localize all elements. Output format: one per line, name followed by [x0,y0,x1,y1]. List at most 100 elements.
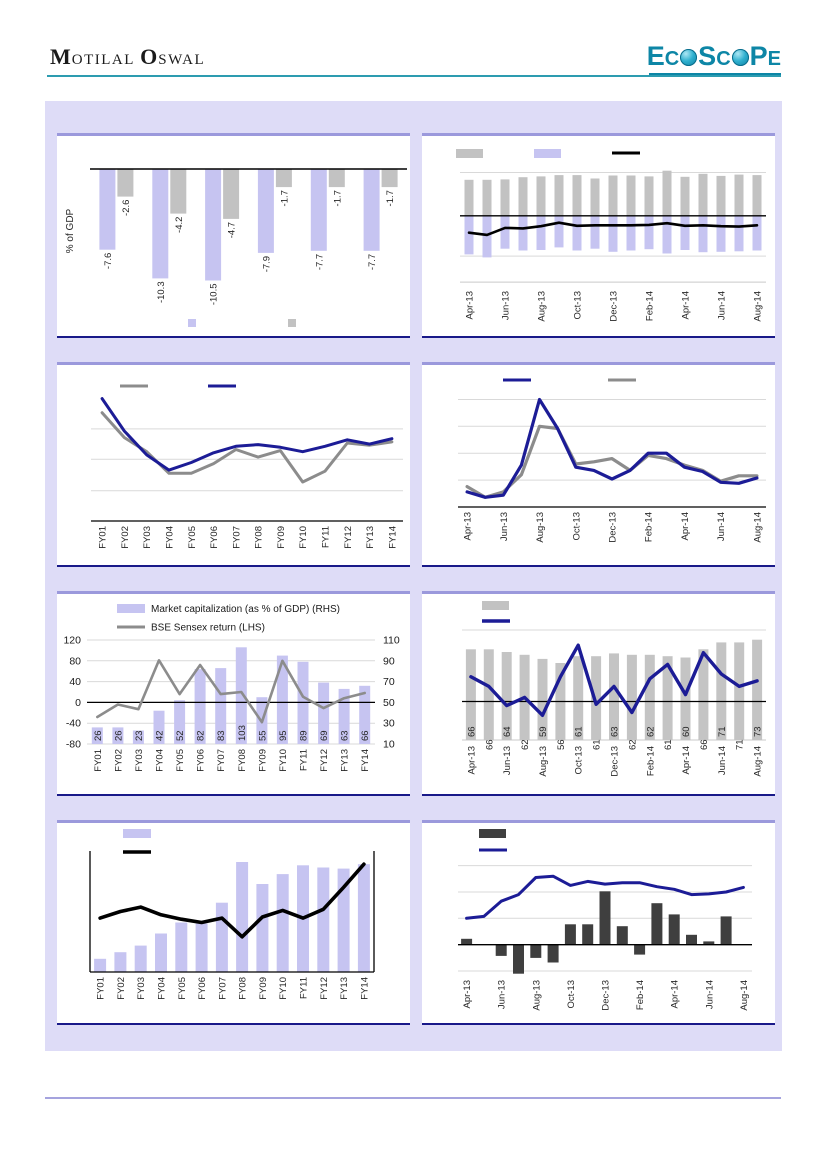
chart-monthly-dark-bars-line: Apr-13 Jun-13 Aug-13 Oct-13 Dec-13 Feb-14 Apr-… [422,820,775,1025]
svg-text:FY10: FY10 [298,526,309,549]
svg-text:FY13: FY13 [340,749,351,772]
svg-text:FY10: FY10 [278,749,289,772]
svg-text:Jun-13: Jun-13 [501,291,512,320]
brand-wordmark: MOTILAL OSWAL [50,44,206,69]
svg-text:71: 71 [735,739,746,750]
svg-text:FY09: FY09 [276,526,287,549]
svg-text:-2.6: -2.6 [121,200,132,216]
chart-monthly-bars-line-svg: Apr-13 Jun-13 Aug-13 Oct-13 Dec-13 Feb-14 Apr-… [456,149,766,322]
svg-text:FY11: FY11 [299,977,310,999]
svg-text:Oct-13: Oct-13 [566,980,577,1009]
svg-text:61: 61 [592,739,603,750]
svg-text:FY06: FY06 [196,749,207,772]
svg-text:-40: -40 [66,718,81,730]
chart-monthly-dark-bars-line-svg: Apr-13 Jun-13 Aug-13 Oct-13 Dec-13 Feb-14 Apr-… [458,829,752,1011]
svg-text:Aug-13: Aug-13 [537,291,548,322]
svg-text:-1.7: -1.7 [332,190,343,206]
svg-text:FY04: FY04 [155,749,166,772]
svg-text:Feb-14: Feb-14 [635,980,646,1010]
svg-text:Aug-13: Aug-13 [535,512,546,543]
svg-text:Oct-13: Oct-13 [571,512,582,541]
chart-fy-two-lines-svg: FY01 FY02 FY03 FY04 FY05 FY06 FY07 FY08 FY09 FY10… [91,384,403,549]
svg-text:Dec-13: Dec-13 [608,512,619,543]
chart-fy-bars-black-line-svg: FY01 FY02 FY03 FY04 FY05 FY06 FY07 FY08 FY09 FY10… [89,829,375,1000]
svg-text:Apr-13: Apr-13 [466,746,477,775]
svg-text:FY12: FY12 [343,526,354,549]
svg-text:Aug-14: Aug-14 [752,512,763,543]
svg-text:70: 70 [383,676,395,688]
svg-text:Apr-14: Apr-14 [670,980,681,1009]
svg-text:FY01: FY01 [98,526,109,549]
svg-text:Apr-14: Apr-14 [681,746,692,775]
svg-text:Jun-14: Jun-14 [717,291,728,320]
svg-text:FY05: FY05 [175,749,186,772]
svg-text:55: 55 [257,730,268,741]
svg-text:FY01: FY01 [96,977,107,1000]
svg-text:-7.7: -7.7 [314,254,325,270]
svg-text:Market capitalization (as % of: Market capitalization (as % of GDP) (RHS… [151,604,340,615]
brand-initial: M [50,44,72,69]
svg-text:FY13: FY13 [365,526,376,549]
logo-underline [649,73,781,76]
svg-text:-4.2: -4.2 [174,217,185,233]
svg-text:Dec-13: Dec-13 [610,746,621,777]
svg-text:FY03: FY03 [134,749,145,772]
svg-text:FY03: FY03 [136,977,147,1000]
chart-row-2: FY01 FY02 FY03 FY04 FY05 FY06 FY07 FY08 FY09 FY10… [57,362,775,567]
svg-text:FY14: FY14 [387,526,398,549]
svg-text:83: 83 [216,730,227,741]
svg-text:FY08: FY08 [237,749,248,772]
svg-text:FY06: FY06 [209,526,220,549]
svg-text:FY12: FY12 [319,749,330,772]
logo-text-part: PE [749,40,781,71]
svg-text:Apr-14: Apr-14 [680,512,691,541]
svg-text:Jun-14: Jun-14 [717,746,728,775]
svg-text:71: 71 [717,726,728,737]
chart-monthly-two-lines: Apr-13 Jun-13 Aug-13 Oct-13 Dec-13 Feb-14 Apr-… [422,362,775,567]
svg-text:Jun-13: Jun-13 [499,512,510,541]
svg-text:FY01: FY01 [93,749,104,772]
svg-text:61: 61 [663,739,674,750]
svg-text:62: 62 [627,739,638,750]
chart-market-cap-sensex-svg: 26 26 23 42 52 82 83 103 55 95 89 69 63 66 FY01 FY02 FY0… [63,604,400,772]
svg-text:Aug-14: Aug-14 [753,291,764,322]
svg-text:110: 110 [383,635,400,647]
brand-initial: O [140,44,159,69]
svg-text:Aug-13: Aug-13 [531,980,542,1011]
svg-text:90: 90 [383,655,395,667]
svg-text:63: 63 [610,726,621,737]
svg-text:Apr-13: Apr-13 [463,512,474,541]
svg-text:61: 61 [574,726,585,737]
svg-text:FY02: FY02 [113,749,124,772]
svg-text:FY02: FY02 [120,526,131,549]
svg-text:Feb-14: Feb-14 [645,746,656,776]
svg-text:42: 42 [155,730,166,741]
svg-text:FY14: FY14 [360,749,371,772]
charts-panel: -7.6 -10.3 -10.5 -7.9 -7.7 -7.7 -2.6 -4.2 -4.7 -1… [45,101,782,1051]
svg-text:FY06: FY06 [197,977,208,1000]
svg-text:FY11: FY11 [321,526,332,548]
svg-text:FY04: FY04 [165,526,176,549]
svg-text:FY05: FY05 [187,526,198,549]
chart-fy-two-lines: FY01 FY02 FY03 FY04 FY05 FY06 FY07 FY08 FY09 FY10… [57,362,410,567]
svg-text:66: 66 [360,730,371,741]
svg-text:95: 95 [278,730,289,741]
svg-text:FY10: FY10 [278,977,289,1000]
svg-text:-1.7: -1.7 [385,190,396,206]
svg-text:26: 26 [93,730,104,741]
globe-icon [680,48,698,66]
ecoscope-logo: Ec Sc PE [647,42,781,72]
svg-text:73: 73 [753,726,764,737]
svg-text:FY07: FY07 [217,977,228,1000]
chart-row-4: FY01 FY02 FY03 FY04 FY05 FY06 FY07 FY08 FY09 FY10… [57,820,775,1025]
logo-text-part: Sc [698,40,731,71]
globe-icon [731,48,749,66]
svg-text:66: 66 [484,739,495,750]
svg-text:-1.7: -1.7 [279,190,290,206]
svg-text:59: 59 [538,726,549,737]
svg-text:FY07: FY07 [216,749,227,772]
svg-text:0: 0 [75,697,81,709]
svg-text:63: 63 [340,730,351,741]
svg-text:26: 26 [113,730,124,741]
